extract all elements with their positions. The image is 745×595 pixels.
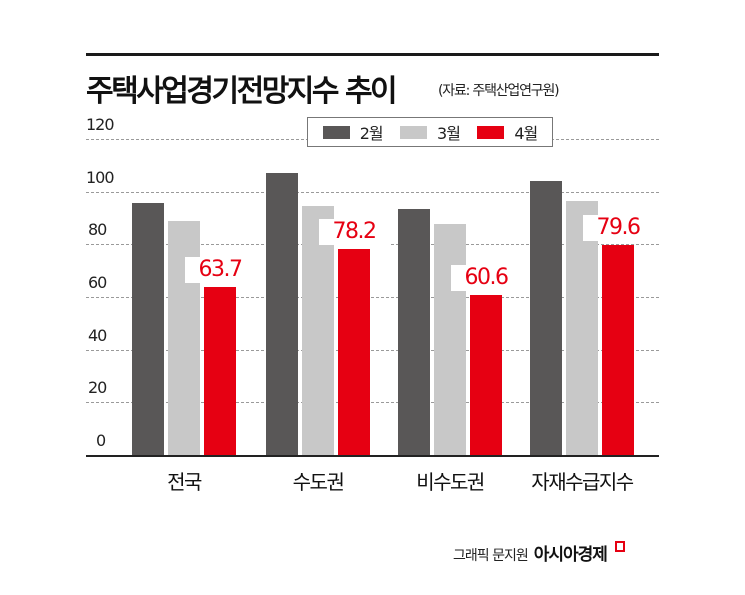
- bar-4월-비수도권: [470, 295, 502, 455]
- bar-4월-자재수급지수: [602, 245, 634, 455]
- chart-title: 주택사업경기전망지수 추이: [86, 74, 398, 109]
- bar-3월-비수도권: [434, 224, 466, 455]
- y-tick-label: 120: [86, 115, 115, 134]
- legend-swatch-icon: [322, 125, 350, 139]
- bar-2월-전국: [132, 203, 164, 455]
- graphic-credit: 그래픽 문지원: [453, 548, 529, 564]
- y-tick-label: 20: [88, 378, 107, 398]
- legend-label: 4월: [514, 124, 538, 143]
- legend-item: 2월: [322, 120, 384, 144]
- legend-swatch-icon: [477, 125, 505, 139]
- bar-4월-수도권: [338, 249, 370, 455]
- plot-area: 0 20 40 60 80 100 120 63.7 전국 78.2 수도권 60.6 비수도권 79.6…: [86, 0, 659, 595]
- legend-label: 3월: [437, 124, 461, 143]
- bar-3월-자재수급지수: [566, 201, 598, 455]
- legend-item: 3월: [400, 120, 461, 144]
- x-tick-label: 전국: [167, 470, 202, 494]
- x-axis-baseline: [86, 455, 659, 457]
- y-tick-label: 100: [86, 167, 115, 187]
- legend-swatch-icon: [400, 125, 428, 139]
- y-tick-label: 0: [96, 431, 106, 450]
- bar-4월-전국: [204, 287, 236, 455]
- data-label: 78.2: [319, 219, 389, 246]
- y-tick-label: 40: [88, 325, 107, 345]
- brand-logo: 아시아경제: [533, 545, 608, 565]
- data-label: 63.7: [185, 257, 255, 284]
- data-label: 60.6: [451, 265, 521, 292]
- bar-2월-자재수급지수: [530, 181, 562, 455]
- gridline: [86, 297, 659, 298]
- bar-2월-수도권: [266, 173, 298, 455]
- bar-3월-전국: [168, 221, 200, 455]
- gridline: [86, 402, 659, 404]
- top-rule: [86, 53, 659, 56]
- data-label: 79.6: [583, 215, 653, 242]
- bar-3월-수도권: [302, 206, 334, 455]
- x-tick-label: 자재수급지수: [531, 470, 634, 494]
- legend-item: 4월: [477, 120, 538, 144]
- y-tick-label: 80: [88, 220, 107, 240]
- legend-label: 2월: [359, 124, 384, 143]
- legend: 2월 3월 4월: [307, 117, 553, 147]
- gridline: [86, 349, 659, 351]
- brand-mark-icon: [614, 541, 625, 552]
- x-tick-label: 수도권: [292, 470, 345, 494]
- footer: 그래픽 문지원 아시아경제: [453, 540, 625, 565]
- bar-2월-비수도권: [398, 209, 430, 455]
- y-tick-label: 60: [88, 273, 107, 292]
- x-tick-label: 비수도권: [416, 470, 485, 494]
- gridline: [86, 191, 659, 193]
- chart-source: (자료: 주택산업연구원): [438, 83, 560, 99]
